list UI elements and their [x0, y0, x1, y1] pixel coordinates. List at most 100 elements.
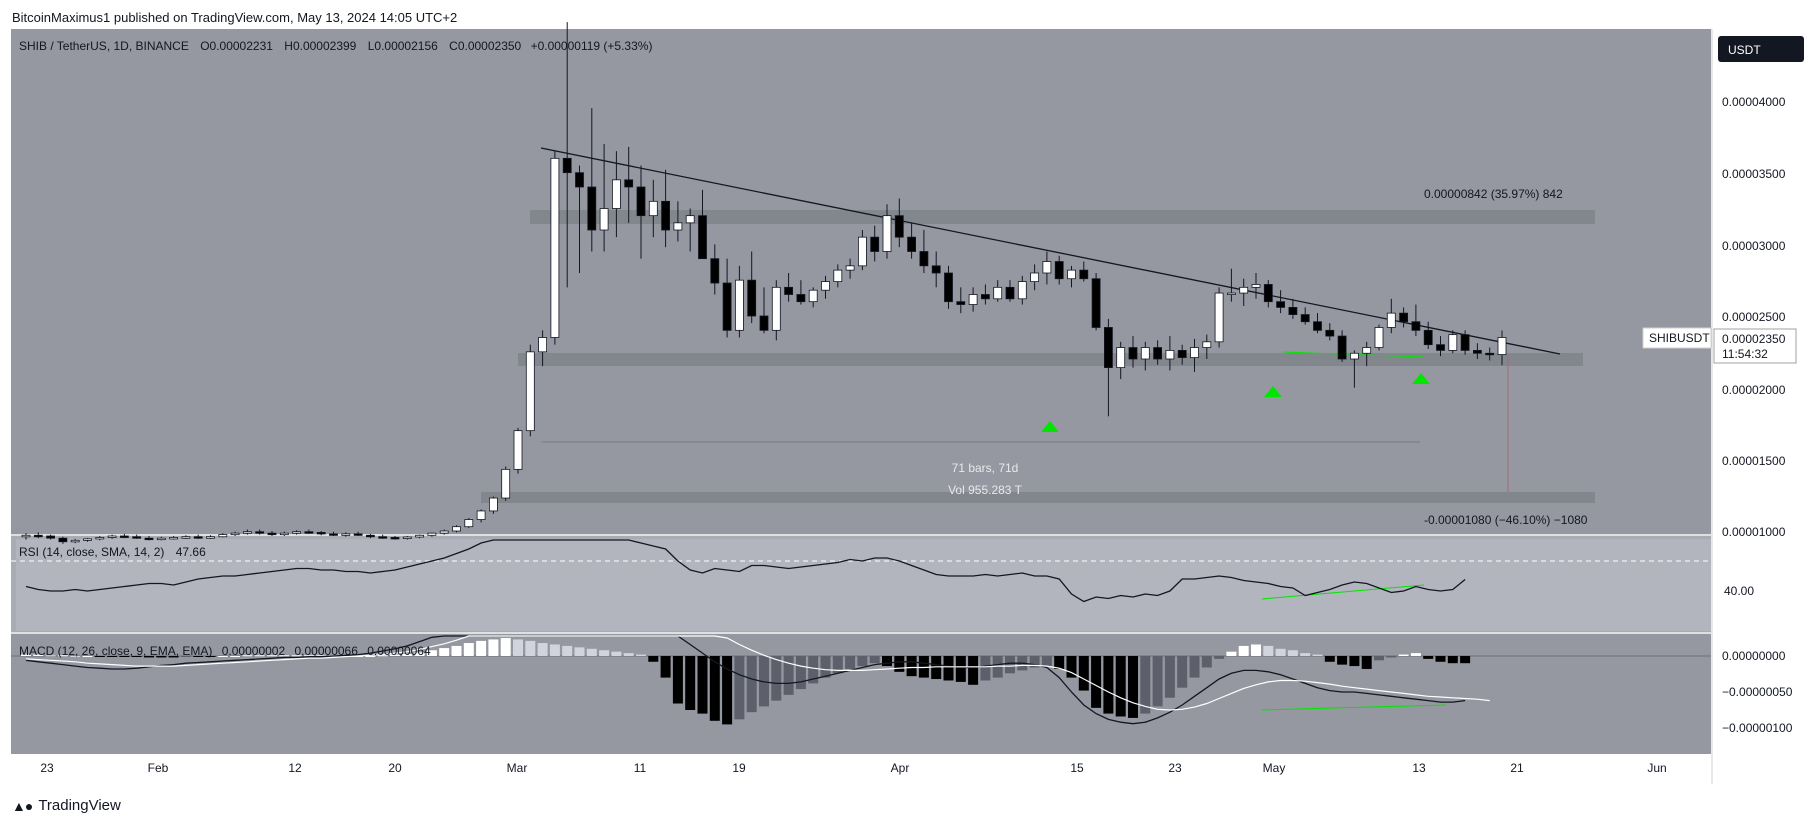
candle-up[interactable] — [292, 531, 302, 534]
signal-line[interactable] — [25, 635, 1490, 711]
candle-down[interactable] — [193, 536, 203, 539]
price-pane[interactable] — [11, 29, 1711, 535]
candle-down[interactable] — [1054, 261, 1064, 280]
candle-up[interactable] — [538, 337, 547, 353]
lower-support-zone[interactable] — [481, 492, 1595, 503]
tradingview-logo[interactable]: ▲● TradingView — [12, 797, 121, 814]
candle-down[interactable] — [1079, 269, 1089, 280]
candle-up[interactable] — [599, 208, 609, 231]
candle-down[interactable] — [1177, 349, 1187, 358]
macd-divergence-line[interactable] — [1261, 704, 1447, 711]
candle-up[interactable] — [279, 532, 289, 536]
candle-down[interactable] — [956, 301, 966, 305]
candle-down[interactable] — [316, 532, 326, 535]
candle-down[interactable] — [1263, 284, 1273, 303]
candle-up[interactable] — [230, 532, 240, 536]
candle-down[interactable] — [1411, 321, 1421, 331]
candle-up[interactable] — [1214, 292, 1224, 343]
currency-badge[interactable] — [1718, 36, 1804, 62]
candle-down[interactable] — [353, 533, 363, 536]
rsi-line[interactable] — [25, 539, 1466, 603]
symbol-tag[interactable] — [1642, 327, 1712, 349]
candle-down[interactable] — [870, 236, 880, 252]
candle-up[interactable] — [845, 265, 855, 271]
candle-up[interactable] — [1239, 286, 1249, 294]
candle-up[interactable] — [181, 536, 191, 539]
green-arrow-up[interactable] — [1264, 386, 1282, 397]
candle-down[interactable] — [907, 236, 916, 252]
candle-down[interactable] — [747, 279, 757, 317]
candle-down[interactable] — [1128, 347, 1138, 360]
candle-down[interactable] — [1436, 344, 1445, 351]
candle-down[interactable] — [587, 186, 597, 231]
candle-up[interactable] — [513, 430, 523, 470]
candle-down[interactable] — [894, 215, 904, 238]
green-arrow-up[interactable] — [1041, 421, 1059, 432]
candle-up[interactable] — [70, 539, 80, 543]
candle-up[interactable] — [673, 222, 683, 231]
candle-up[interactable] — [858, 236, 867, 267]
time-axis-area[interactable] — [11, 754, 1711, 784]
candle-up[interactable] — [427, 532, 437, 536]
price-axis-area[interactable] — [1712, 29, 1816, 754]
candle-up[interactable] — [1140, 347, 1150, 360]
candle-down[interactable] — [636, 186, 646, 217]
candle-up[interactable] — [402, 536, 412, 539]
candle-down[interactable] — [1313, 321, 1322, 331]
candle-up[interactable] — [501, 468, 511, 499]
candle-down[interactable] — [1288, 306, 1298, 315]
candle-up[interactable] — [612, 179, 621, 209]
candle-up[interactable] — [993, 286, 1003, 300]
candle-up[interactable] — [1350, 352, 1359, 360]
candle-up[interactable] — [1227, 292, 1236, 295]
candle-down[interactable] — [390, 537, 400, 540]
candle-down[interactable] — [144, 537, 154, 541]
candle-down[interactable] — [759, 315, 769, 331]
candle-up[interactable] — [476, 510, 486, 520]
candle-up[interactable] — [1362, 347, 1372, 354]
candle-up[interactable] — [206, 536, 215, 539]
macd-histogram-group[interactable] — [21, 638, 1471, 725]
candle-down[interactable] — [33, 534, 43, 538]
candle-down[interactable] — [1104, 327, 1113, 369]
candle-up[interactable] — [452, 526, 461, 532]
candle-down[interactable] — [981, 294, 990, 300]
candle-up[interactable] — [1030, 272, 1039, 283]
candle-up[interactable] — [156, 537, 166, 541]
candle-up[interactable] — [735, 279, 744, 331]
candle-down[interactable] — [931, 265, 941, 274]
candle-down[interactable] — [919, 251, 929, 267]
candle-down[interactable] — [722, 282, 732, 331]
candle-up[interactable] — [525, 351, 535, 432]
candle-down[interactable] — [944, 272, 953, 303]
candle-up[interactable] — [882, 215, 892, 252]
candle-down[interactable] — [1276, 301, 1285, 308]
candle-down[interactable] — [378, 536, 388, 539]
candle-up[interactable] — [1017, 281, 1027, 300]
candle-up[interactable] — [968, 294, 978, 305]
candle-down[interactable] — [1337, 335, 1347, 360]
candle-up[interactable] — [1386, 312, 1396, 328]
candle-down[interactable] — [1460, 334, 1470, 351]
resistance-zone[interactable] — [530, 210, 1595, 224]
candle-up[interactable] — [1165, 349, 1175, 360]
candle-up[interactable] — [1448, 334, 1458, 351]
candle-down[interactable] — [132, 536, 142, 539]
candle-up[interactable] — [488, 497, 498, 512]
candle-down[interactable] — [120, 535, 129, 538]
candle-down[interactable] — [1485, 352, 1495, 356]
candle-up[interactable] — [771, 286, 781, 331]
candle-down[interactable] — [255, 531, 265, 534]
candle-up[interactable] — [95, 537, 105, 540]
candle-down[interactable] — [1091, 278, 1101, 328]
candle-down[interactable] — [1325, 329, 1335, 337]
candle-up[interactable] — [1374, 327, 1384, 348]
candle-up[interactable] — [550, 157, 560, 338]
macd-pane[interactable] — [11, 634, 1711, 754]
candle-up[interactable] — [808, 289, 818, 303]
candles-group[interactable] — [21, 22, 1507, 544]
macd-line[interactable] — [25, 635, 1466, 725]
candle-up[interactable] — [341, 533, 351, 536]
rsi-divergence-line[interactable] — [1261, 584, 1425, 600]
candle-down[interactable] — [796, 294, 806, 303]
